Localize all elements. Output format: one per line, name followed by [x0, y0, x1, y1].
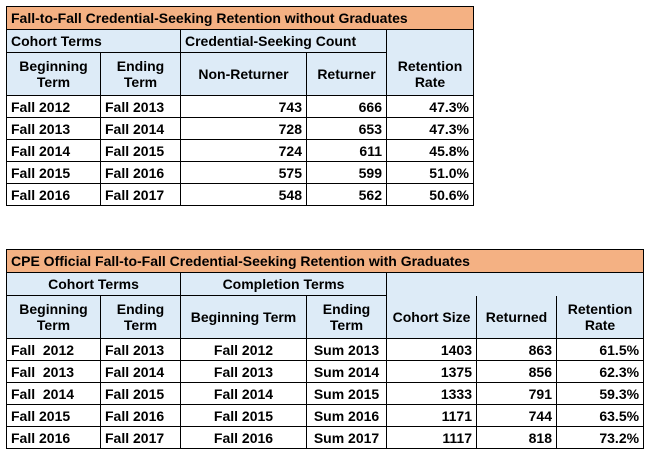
beginning-term-cell: Fall 2013	[6, 117, 101, 140]
beginning-term-cell: Fall 2012	[6, 338, 101, 361]
header-spacer	[386, 29, 474, 53]
beginning-term-cell: Fall 2012	[6, 95, 101, 118]
group-header-cohort-terms: Cohort Terms	[6, 29, 181, 53]
column-header-completion-ending-term: Ending Term	[306, 295, 387, 339]
returned-cell: 856	[476, 360, 557, 383]
ending-term-cell: Fall 2013	[100, 338, 181, 361]
returner-cell: 653	[306, 117, 387, 140]
retention-rate-cell: 59.3%	[555, 382, 645, 405]
returned-cell: 791	[476, 382, 557, 405]
table-row: Fall 2013 Fall 2014 Fall 2013 Sum 2014 1…	[6, 360, 645, 383]
retention-rate-cell: 63.5%	[555, 404, 645, 427]
completion-beginning-term-cell: Fall 2012	[180, 338, 307, 361]
retention-rate-cell: 45.8%	[386, 139, 474, 162]
header-spacer	[385, 272, 645, 296]
completion-beginning-term-cell: Fall 2015	[180, 404, 307, 427]
returned-cell: 744	[476, 404, 557, 427]
table-row: Fall 2016 Fall 2017 548 562 50.6%	[6, 183, 474, 206]
completion-ending-term-cell: Sum 2013	[306, 338, 387, 361]
beginning-term-cell: Fall 2014	[6, 139, 101, 162]
ending-term-cell: Fall 2013	[100, 95, 181, 118]
column-header-ending-term: Ending Term	[100, 295, 181, 339]
cpe-official-retention-with-graduates-table: CPE Official Fall-to-Fall Credential-See…	[5, 249, 645, 449]
ending-term-cell: Fall 2015	[100, 139, 181, 162]
ending-term-cell: Fall 2016	[100, 161, 181, 184]
retention-rate-cell: 50.6%	[386, 183, 474, 206]
column-header-returner: Returner	[306, 52, 387, 96]
returner-cell: 666	[306, 95, 387, 118]
column-header-ending-term: Ending Term	[100, 52, 181, 96]
table-row: Fall 2015 Fall 2016 575 599 51.0%	[6, 161, 474, 184]
non-returner-cell: 728	[180, 117, 307, 140]
non-returner-cell: 743	[180, 95, 307, 118]
retention-rate-cell: 73.2%	[555, 426, 645, 449]
returned-cell: 863	[476, 338, 557, 361]
column-header-returned: Returned	[476, 295, 557, 339]
cohort-size-cell: 1117	[386, 426, 477, 449]
completion-beginning-term-cell: Fall 2014	[180, 382, 307, 405]
ending-term-cell: Fall 2015	[100, 382, 181, 405]
beginning-term-cell: Fall 2013	[6, 360, 101, 383]
returner-cell: 611	[306, 139, 387, 162]
completion-ending-term-cell: Sum 2016	[306, 404, 387, 427]
column-header-non-returner: Non-Returner	[180, 52, 307, 96]
completion-ending-term-cell: Sum 2014	[306, 360, 387, 383]
ending-term-cell: Fall 2017	[100, 183, 181, 206]
beginning-term-cell: Fall 2015	[6, 161, 101, 184]
retention-rate-cell: 47.3%	[386, 95, 474, 118]
table-row: Fall 2014 Fall 2015 Fall 2014 Sum 2015 1…	[6, 382, 645, 405]
column-header-beginning-term: Beginning Term	[6, 295, 101, 339]
ending-term-cell: Fall 2016	[100, 404, 181, 427]
completion-beginning-term-cell: Fall 2016	[180, 426, 307, 449]
table-row: Fall 2012 Fall 2013 743 666 47.3%	[6, 95, 474, 118]
column-header-retention-rate: Retention Rate	[555, 295, 645, 339]
cohort-size-cell: 1375	[386, 360, 477, 383]
completion-beginning-term-cell: Fall 2013	[180, 360, 307, 383]
completion-ending-term-cell: Sum 2015	[306, 382, 387, 405]
ending-term-cell: Fall 2014	[100, 360, 181, 383]
table-title: Fall-to-Fall Credential-Seeking Retentio…	[6, 6, 474, 30]
ending-term-cell: Fall 2017	[100, 426, 181, 449]
beginning-term-cell: Fall 2016	[6, 183, 101, 206]
beginning-term-cell: Fall 2016	[6, 426, 101, 449]
group-header-cohort-terms: Cohort Terms	[6, 272, 181, 296]
returned-cell: 818	[476, 426, 557, 449]
column-header-beginning-term: Beginning Term	[6, 52, 101, 96]
table-row: Fall 2012 Fall 2013 Fall 2012 Sum 2013 1…	[6, 338, 645, 361]
column-header-retention-rate: Retention Rate	[386, 52, 474, 96]
non-returner-cell: 575	[180, 161, 307, 184]
cohort-size-cell: 1333	[386, 382, 477, 405]
cohort-size-cell: 1403	[386, 338, 477, 361]
group-header-completion-terms: Completion Terms	[180, 272, 387, 296]
group-header-credential-seeking-count: Credential-Seeking Count	[180, 29, 387, 53]
table-row: Fall 2013 Fall 2014 728 653 47.3%	[6, 117, 474, 140]
column-header-cohort-size: Cohort Size	[386, 295, 477, 339]
retention-rate-cell: 47.3%	[386, 117, 474, 140]
table-row: Fall 2015 Fall 2016 Fall 2015 Sum 2016 1…	[6, 404, 645, 427]
non-returner-cell: 548	[180, 183, 307, 206]
column-header-completion-beginning-term: Beginning Term	[180, 295, 307, 339]
non-returner-cell: 724	[180, 139, 307, 162]
retention-rate-cell: 62.3%	[555, 360, 645, 383]
beginning-term-cell: Fall 2014	[6, 382, 101, 405]
returner-cell: 562	[306, 183, 387, 206]
completion-ending-term-cell: Sum 2017	[306, 426, 387, 449]
retention-without-graduates-table: Fall-to-Fall Credential-Seeking Retentio…	[6, 6, 474, 206]
retention-rate-cell: 61.5%	[555, 338, 645, 361]
ending-term-cell: Fall 2014	[100, 117, 181, 140]
returner-cell: 599	[306, 161, 387, 184]
retention-rate-cell: 51.0%	[386, 161, 474, 184]
beginning-term-cell: Fall 2015	[6, 404, 101, 427]
cohort-size-cell: 1171	[386, 404, 477, 427]
table-row: Fall 2016 Fall 2017 Fall 2016 Sum 2017 1…	[6, 426, 645, 449]
table-row: Fall 2014 Fall 2015 724 611 45.8%	[6, 139, 474, 162]
table-title: CPE Official Fall-to-Fall Credential-See…	[5, 249, 645, 273]
